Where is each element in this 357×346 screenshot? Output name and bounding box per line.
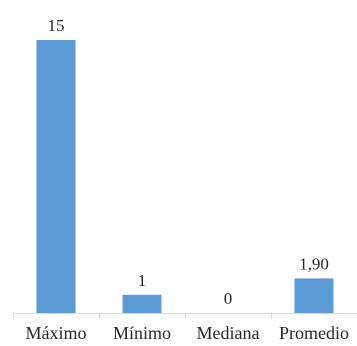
category-label: Mediana: [197, 323, 260, 343]
bars-group: [36, 40, 334, 313]
data-label: 0: [224, 289, 233, 308]
category-label: Promedio: [279, 323, 349, 343]
x-axis-ticks: [13, 313, 272, 319]
data-label: 1: [138, 271, 147, 290]
bar-minimo: [122, 294, 162, 313]
data-label: 1,90: [299, 254, 329, 273]
category-label: Mínimo: [113, 323, 171, 343]
bar-promedio: [294, 278, 334, 313]
data-label: 15: [48, 16, 65, 35]
category-label: Máximo: [26, 323, 87, 343]
data-labels-group: 15 1 0 1,90: [48, 16, 329, 308]
category-labels-group: Máximo Mínimo Mediana Promedio: [26, 323, 350, 343]
bar-maximo: [36, 40, 76, 313]
